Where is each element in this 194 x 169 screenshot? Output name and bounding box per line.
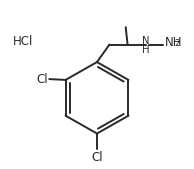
Text: Cl: Cl xyxy=(91,151,103,164)
Text: Cl: Cl xyxy=(37,73,48,86)
Text: HCl: HCl xyxy=(13,35,33,48)
Text: N
H: N H xyxy=(142,36,150,55)
Text: NH: NH xyxy=(165,36,182,49)
Text: 2: 2 xyxy=(174,39,180,48)
